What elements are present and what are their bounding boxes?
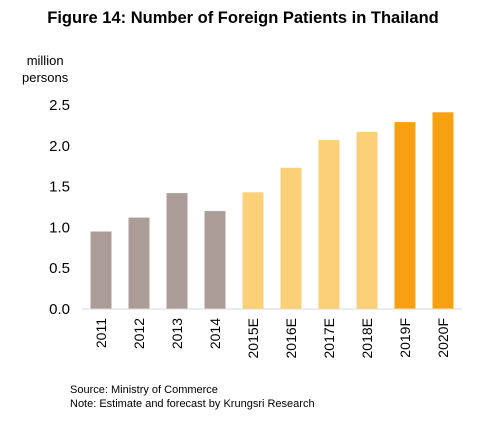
y-tick-label: 0.5 <box>49 260 70 277</box>
y-tick-label: 1.5 <box>49 179 70 196</box>
bar-2011 <box>90 231 112 309</box>
y-tick-label: 2.0 <box>49 138 70 155</box>
x-tick-label: 2012 <box>131 318 147 349</box>
x-tick-label: 2011 <box>93 318 109 348</box>
unit-label-line-2: persons <box>22 70 69 85</box>
bar-2016e <box>280 167 302 309</box>
x-tick-labels: 2011 2012 2013 2014 2015E 2016E 2017E 2018E 2019… <box>93 318 451 359</box>
x-tick-label: 2017E <box>321 318 337 358</box>
y-axis-unit-label: million persons <box>22 52 68 86</box>
bar-2015e <box>242 192 264 309</box>
x-tick-label: 2016E <box>283 318 299 358</box>
x-tick-label: 2020F <box>435 318 451 358</box>
x-tick-label: 2013 <box>169 318 185 349</box>
unit-label-line-1: million <box>26 53 64 68</box>
footnotes: Source: Ministry of Commerce Note: Estim… <box>70 383 315 411</box>
chart-title: Figure 14: Number of Foreign Patients in… <box>47 9 439 27</box>
x-tick-label: 2014 <box>207 318 223 349</box>
x-tick-label: 2018E <box>359 318 375 358</box>
y-tick-label: 0.0 <box>49 301 70 318</box>
y-tick-label: 2.5 <box>49 97 70 114</box>
bar-2020f <box>432 112 454 309</box>
y-tick-label: 1.0 <box>49 219 70 236</box>
forecast-note: Note: Estimate and forecast by Krungsri … <box>70 398 315 410</box>
bar-2013 <box>166 193 188 309</box>
bars <box>90 112 454 309</box>
bar-2019f <box>394 122 416 309</box>
bar-2014 <box>204 211 226 309</box>
y-tick-labels: 0.0 0.5 1.0 1.5 2.0 2.5 <box>49 97 70 318</box>
bar-chart: 0.0 0.5 1.0 1.5 2.0 2.5 2011 2012 2013 2014 2015E… <box>49 97 462 359</box>
bar-2018e <box>356 131 378 309</box>
x-tick-label: 2015E <box>245 318 261 358</box>
bar-2017e <box>318 140 340 309</box>
source-note: Source: Ministry of Commerce <box>70 384 218 396</box>
bar-2012 <box>128 217 150 309</box>
x-tick-label: 2019F <box>397 318 413 358</box>
